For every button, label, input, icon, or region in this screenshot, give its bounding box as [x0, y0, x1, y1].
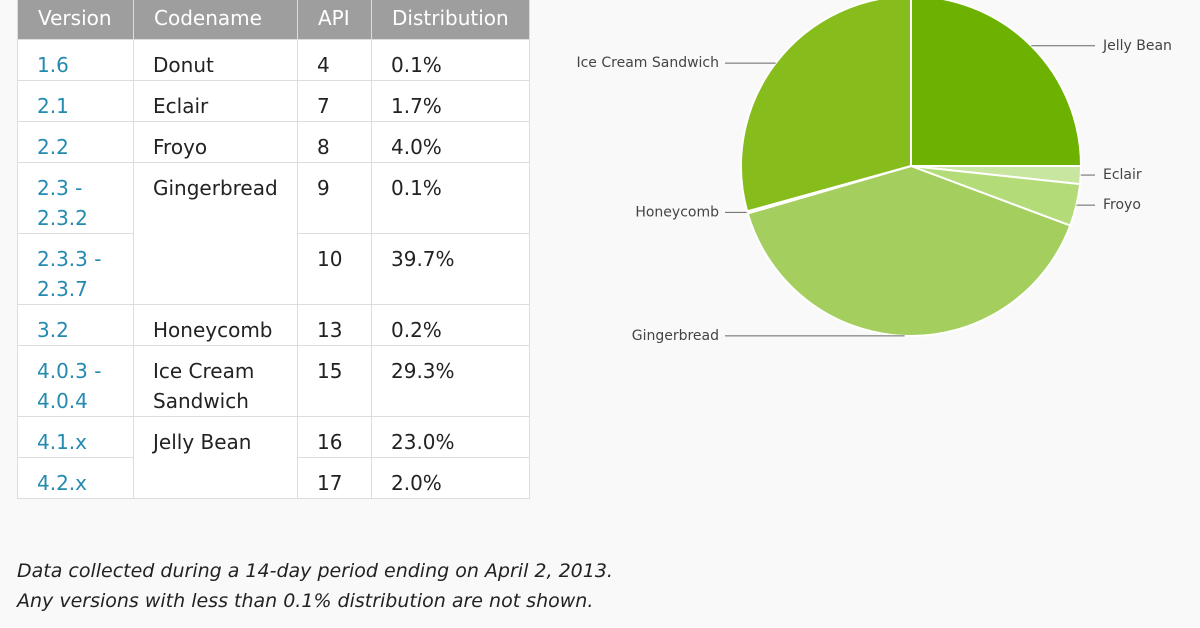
api-cell: 15	[297, 345, 372, 417]
distribution-cell: 0.1%	[371, 39, 530, 81]
table-row: 2.3.3 - 2.3.7 10 39.7%	[17, 233, 530, 305]
table-row: 2.1 Eclair 7 1.7%	[17, 80, 530, 122]
slice-label: Froyo	[1103, 197, 1141, 213]
distribution-cell: 4.0%	[371, 121, 530, 163]
slice-label: Honeycomb	[635, 204, 719, 220]
distribution-cell: 29.3%	[371, 345, 530, 417]
pie-slice	[910, 0, 1083, 167]
slice-label: Ice Cream Sandwich	[576, 55, 719, 71]
version-cell: 3.2	[17, 304, 134, 346]
table-row: 4.2.x 17 2.0%	[17, 457, 530, 499]
codename-cell: Eclair	[133, 80, 298, 122]
codename-cell: Donut	[133, 39, 298, 81]
distribution-cell: 2.0%	[371, 457, 530, 499]
table-row: 2.2 Froyo 8 4.0%	[17, 121, 530, 163]
note: Any versions with less than 0.1% distrib…	[17, 590, 594, 612]
header-cell: Version	[17, 0, 134, 40]
distribution-cell: 0.2%	[371, 304, 530, 346]
version-cell: 4.2.x	[17, 457, 134, 499]
version-cell: 2.3 - 2.3.2	[17, 162, 134, 234]
slice-label: Jelly Bean	[1102, 38, 1172, 54]
table-row: 4.0.3 - 4.0.4 Ice Cream Sandwich 15 29.3%	[17, 345, 530, 417]
table-row: 1.6 Donut 4 0.1%	[17, 39, 530, 81]
api-cell: 16	[297, 416, 372, 458]
distribution-cell: 1.7%	[371, 80, 530, 122]
api-cell: 8	[297, 121, 372, 163]
header-cell: API	[297, 0, 372, 40]
version-cell: 1.6	[17, 39, 134, 81]
table-row: 4.1.x Jelly Bean 16 23.0%	[17, 416, 530, 499]
version-cell: 4.1.x	[17, 416, 134, 458]
note: Data collected during a 14-day period en…	[17, 560, 613, 582]
api-cell: 17	[297, 457, 372, 499]
distribution-table: Version Codename API Distribution 1.6 Don…	[17, 0, 530, 499]
header-cell: Distribution	[371, 0, 530, 40]
api-cell: 9	[297, 162, 372, 234]
codename-cell: Jelly Bean	[133, 416, 298, 499]
version-cell: 2.3.3 - 2.3.7	[17, 233, 134, 305]
distribution-cell: 23.0%	[371, 416, 530, 458]
header-cell: Codename	[133, 0, 298, 40]
pie-slice	[740, 0, 912, 213]
table-body: 1.6 Donut 4 0.1% 2.1 Eclair 7 1.7% 2.2 Froyo 8 4.0%…	[17, 39, 530, 499]
slice-label: Eclair	[1103, 167, 1142, 183]
codename-cell: Honeycomb	[133, 304, 298, 346]
api-cell: 7	[297, 80, 372, 122]
distribution-cell: 39.7%	[371, 233, 530, 305]
header-row: Version Codename API Distribution	[17, 0, 530, 40]
slice-label: Gingerbread	[632, 328, 719, 344]
codename-cell: Froyo	[133, 121, 298, 163]
api-cell: 4	[297, 39, 372, 81]
table-row: 3.2 Honeycomb 13 0.2%	[17, 304, 530, 346]
version-cell: 2.1	[17, 80, 134, 122]
api-cell: 13	[297, 304, 372, 346]
version-cell: 2.2	[17, 121, 134, 163]
